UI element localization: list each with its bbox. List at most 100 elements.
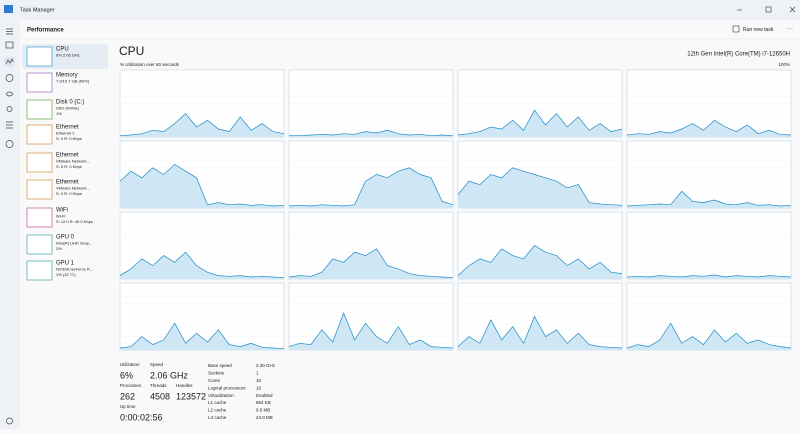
sidebar-item-detail: SSD (NVMe) <box>56 106 80 111</box>
stat-label: Utilization <box>120 362 140 367</box>
sidebar-thumbnail <box>26 260 53 281</box>
details-icon[interactable] <box>6 121 13 129</box>
sidebar-item-name[interactable]: WiFi <box>56 208 68 214</box>
stat-label: Processes <box>120 383 142 388</box>
sidebar-item-detail: S: 0 R: 0 Kbps <box>56 191 82 196</box>
cpu-area <box>120 113 284 137</box>
detail-value: 24.0 MB <box>256 415 273 420</box>
sidebar-item-detail: S: 0 R: 0 Kbps <box>56 164 82 169</box>
sidebar-item-detail: Intel(R) UHD Grap... <box>56 241 92 246</box>
sidebar-thumbnail <box>26 124 53 145</box>
sidebar-item-name[interactable]: GPU 1 <box>56 261 75 267</box>
sidebar-item-name[interactable]: Memory <box>56 73 78 79</box>
sidebar-item-detail: NVIDIA GeForce R... <box>56 267 93 272</box>
cpu-area <box>289 248 453 279</box>
cpu-line <box>626 190 792 207</box>
stat-value: 262 <box>120 391 135 401</box>
sidebar-item-detail: 2% <box>56 246 62 251</box>
startup-icon[interactable] <box>5 91 14 97</box>
services-icon[interactable] <box>5 140 14 148</box>
stat-value: 6% <box>120 370 133 380</box>
cpu-area <box>120 164 284 208</box>
sidebar-thumbnail <box>26 152 53 173</box>
cpu-area <box>458 167 622 208</box>
window-title: Task Manager <box>20 7 55 13</box>
detail-value: 1 <box>256 371 259 376</box>
sidebar-item-name[interactable]: Ethernet <box>56 153 79 159</box>
detail-label: L2 cache <box>208 408 227 413</box>
stat-label: Handles <box>176 383 193 388</box>
title-bar <box>0 0 800 20</box>
detail-value: 864 KB <box>256 400 271 405</box>
cpu-line <box>119 251 285 279</box>
cpu-title: CPU <box>119 44 144 58</box>
nav-icons <box>4 28 15 425</box>
detail-label: Base speed <box>208 363 232 368</box>
close-button[interactable] <box>789 6 796 13</box>
run-task-icon <box>732 25 740 33</box>
cpu-line <box>457 315 623 349</box>
stat-value: 2.06 GHz <box>150 370 189 380</box>
sidebar-item-detail: 1% <box>56 111 62 116</box>
cpu-line <box>457 167 623 206</box>
sidebar-thumbnail <box>26 234 53 255</box>
detail-value: 2.30 GHz <box>256 363 276 368</box>
detail-value: 10 <box>256 378 262 383</box>
stat-label: Threads <box>150 383 167 388</box>
more-options[interactable]: ··· <box>787 27 793 33</box>
cpu-area <box>458 110 622 137</box>
cpu-line <box>626 119 792 136</box>
processor-name: 12th Gen Intel(R) Core(TM) i7-12650H <box>687 52 790 58</box>
sidebar-item-detail: Ethernet 2 <box>56 131 75 136</box>
detail-label: Sockets <box>208 371 225 376</box>
history-icon[interactable] <box>5 74 14 82</box>
sidebar-item-name[interactable]: Ethernet <box>56 125 79 131</box>
performance-icon[interactable] <box>5 58 14 65</box>
cpu-area <box>120 323 284 350</box>
graph-max: 100% <box>778 62 790 67</box>
maximize-button[interactable] <box>765 6 772 13</box>
cpu-line <box>457 109 623 136</box>
detail-value: 9.5 MB <box>256 408 270 413</box>
sidebar-item-name[interactable]: Ethernet <box>56 180 79 186</box>
cpu-area <box>120 252 284 279</box>
cpu-line <box>288 167 454 207</box>
sidebar-thumbnail <box>26 72 53 93</box>
detail-label: Virtualization <box>208 393 234 398</box>
cpu-line <box>626 274 792 278</box>
cpu-line <box>457 245 623 276</box>
processes-icon[interactable] <box>5 41 14 49</box>
run-new-task[interactable]: Run new task <box>743 27 774 33</box>
sidebar-item-name[interactable]: GPU 0 <box>56 235 75 241</box>
users-icon[interactable] <box>6 106 13 112</box>
sidebar-item-detail: VMware Network... <box>56 159 90 164</box>
detail-label: L3 cache <box>208 415 227 420</box>
sidebar-item-detail: Wi-Fi <box>56 214 65 219</box>
stat-label: Up time <box>120 404 136 409</box>
cpu-line <box>289 129 454 137</box>
app-icon <box>4 5 13 13</box>
cpu-area <box>627 323 791 350</box>
sidebar-item-detail: 6% 2.06 GHz <box>56 53 80 58</box>
cpu-line <box>288 312 454 349</box>
settings-icon[interactable] <box>6 417 13 425</box>
cpu-line <box>288 248 454 279</box>
detail-value: 16 <box>256 385 262 390</box>
cpu-area <box>289 167 453 208</box>
sidebar-thumbnail <box>26 179 53 200</box>
cpu-area <box>458 316 622 350</box>
sidebar-item-name[interactable]: Disk 0 (C:) <box>56 100 84 106</box>
cpu-area <box>289 313 453 350</box>
menu-icon[interactable] <box>6 28 13 35</box>
nav-rail <box>0 20 20 429</box>
cpu-area <box>289 130 453 137</box>
stat-value: 0:00:02:56 <box>120 412 163 422</box>
graph-label: % Utilization over 60 seconds <box>120 62 180 67</box>
sidebar-item-detail: 1% (32 °C) <box>56 272 76 277</box>
cpu-line <box>119 112 285 137</box>
sidebar-thumbnail <box>26 46 53 67</box>
sidebar-item-name[interactable]: CPU <box>56 47 69 53</box>
cpu-area <box>627 275 791 279</box>
